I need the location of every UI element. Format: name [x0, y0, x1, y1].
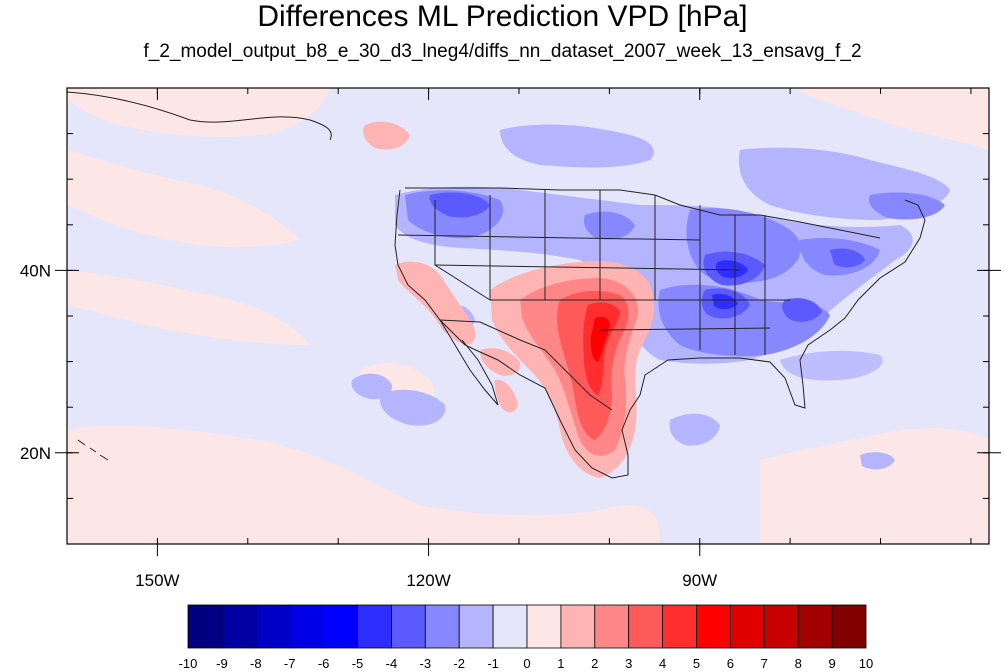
very-strong-negative-region: [712, 260, 748, 310]
colorbar-label: -10: [179, 656, 198, 671]
map-title: Differences ML Prediction VPD [hPa]: [257, 0, 748, 33]
us-mexico-border: [439, 319, 613, 411]
colorbar-swatch: [763, 604, 799, 649]
colorbar-swatch: [628, 604, 664, 649]
light-positive-region: [67, 88, 989, 544]
colorbar-swatch: [730, 604, 765, 649]
colorbar-swatch: [424, 604, 460, 649]
colorbar-label: 4: [659, 656, 666, 671]
state-lines-horiz: [397, 234, 790, 331]
colorbar-swatch: [357, 604, 392, 649]
x-tick-label: 150W: [135, 571, 179, 590]
colorbar-swatch: [797, 604, 833, 649]
colorbar-label: -7: [284, 656, 296, 671]
colorbar-label: 10: [859, 656, 873, 671]
colorbar-label: 1: [557, 656, 564, 671]
y-tick-label: 40N: [20, 261, 51, 280]
axis-ticks: [55, 87, 1001, 556]
colorbar-label: -3: [420, 656, 432, 671]
map-subtitle: f_2_model_output_b8_e_30_d3_lneg4/diffs_…: [143, 41, 862, 62]
colorbar-label: -4: [386, 656, 398, 671]
colorbar-label: -8: [250, 656, 262, 671]
colorbar-swatch: [187, 604, 223, 649]
colorbar-swatch: [662, 604, 697, 649]
positive-anomaly-region: [363, 121, 655, 478]
colorbar-swatch: [831, 604, 867, 649]
geographic-outlines: [67, 91, 926, 479]
colorbar-label: 6: [727, 656, 734, 671]
hawaii: [77, 439, 109, 461]
colorbar-swatch: [221, 604, 257, 649]
colorbar: -10 -9 -8 -7 -6 -5 -4 -3 -2 -1 0 1 2 3 4 5 6 7 8 9 10: [179, 604, 873, 671]
x-tick-label: 90W: [682, 571, 717, 590]
baja-california: [439, 319, 499, 406]
colorbar-label: 0: [523, 656, 530, 671]
colorbar-swatch: [458, 604, 494, 649]
colorbar-label: 7: [761, 656, 768, 671]
colorbar-label: 9: [828, 656, 835, 671]
colorbar-label: 3: [625, 656, 632, 671]
us-canada-border: [405, 187, 881, 239]
colorbar-label: -6: [318, 656, 330, 671]
colorbar-swatch: [390, 604, 426, 649]
colorbar-swatch: [526, 604, 562, 649]
colorbar-swatch: [255, 604, 291, 649]
north-america-coast: [394, 189, 926, 479]
colorbar-swatch: [560, 604, 596, 649]
colorbar-label: -2: [453, 656, 465, 671]
colorbar-label: -5: [352, 656, 364, 671]
colorbar-swatch: [492, 604, 528, 649]
alaska-coast: [67, 91, 332, 141]
colorbar-label: 2: [591, 656, 598, 671]
colorbar-swatch: [323, 604, 358, 649]
y-tick-label: 20N: [20, 444, 51, 463]
colorbar-swatch: [594, 604, 630, 649]
colorbar-label: 5: [693, 656, 700, 671]
difference-field: [67, 88, 989, 544]
colorbar-label: -1: [487, 656, 499, 671]
x-tick-label: 120W: [406, 571, 450, 590]
colorbar-label: 8: [795, 656, 802, 671]
colorbar-swatch: [696, 604, 731, 649]
axis-tick-labels: 150W 120W 90W 40N 20N: [20, 261, 717, 590]
colorbar-label: -9: [216, 656, 228, 671]
colorbar-swatch: [289, 604, 325, 649]
